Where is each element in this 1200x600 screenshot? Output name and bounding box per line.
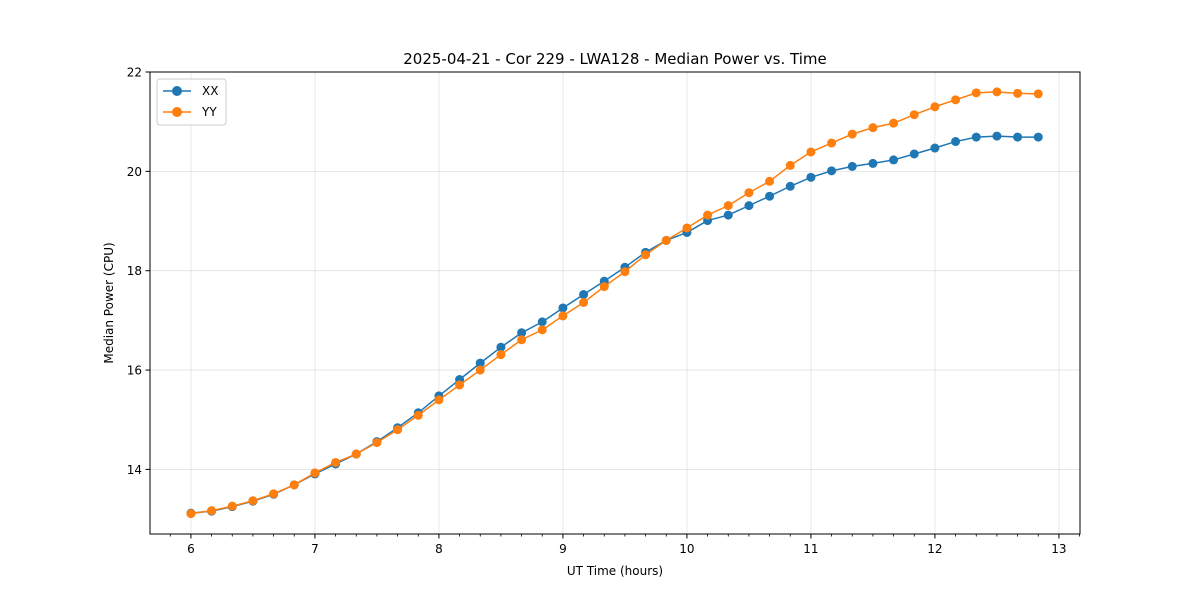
- data-point-yy: [207, 506, 217, 516]
- legend-label-yy: YY: [201, 105, 217, 119]
- series-layer: [186, 87, 1043, 519]
- data-point-yy: [475, 365, 485, 375]
- data-point-yy: [455, 380, 465, 390]
- data-point-xx: [765, 191, 775, 201]
- data-point-yy: [930, 102, 940, 112]
- data-point-yy: [951, 95, 961, 105]
- x-tick-label: 9: [559, 542, 567, 556]
- data-point-xx: [992, 131, 1002, 141]
- data-point-xx: [1013, 132, 1023, 142]
- data-point-xx: [868, 158, 878, 168]
- x-tick-label: 7: [311, 542, 319, 556]
- chart-title: 2025-04-21 - Cor 229 - LWA128 - Median P…: [403, 50, 827, 68]
- data-point-xx: [744, 201, 754, 211]
- x-tick-label: 10: [679, 542, 694, 556]
- y-tick-label: 18: [127, 264, 142, 278]
- data-point-xx: [951, 137, 961, 147]
- data-point-yy: [269, 489, 279, 499]
- data-point-yy: [558, 311, 568, 321]
- data-point-yy: [351, 449, 361, 459]
- data-point-yy: [827, 138, 837, 148]
- data-point-xx: [889, 155, 899, 165]
- y-tick-label: 16: [127, 364, 142, 378]
- legend: XX YY: [156, 78, 227, 126]
- data-point-xx: [971, 132, 981, 142]
- data-point-yy: [248, 496, 258, 506]
- data-point-xx: [909, 149, 919, 159]
- y-tick-label: 14: [127, 463, 142, 477]
- data-point-yy: [393, 425, 403, 435]
- data-point-yy: [723, 201, 733, 211]
- data-point-yy: [992, 87, 1002, 97]
- y-tick-label: 22: [127, 66, 142, 80]
- data-point-yy: [620, 267, 630, 277]
- y-tick-label: 20: [127, 165, 142, 179]
- data-point-yy: [413, 410, 423, 420]
- data-point-xx: [847, 161, 857, 171]
- axes: 6 7 8 9 10 11 12 13 14 16 18 20 22: [127, 66, 1080, 556]
- data-point-xx: [537, 317, 547, 327]
- data-point-yy: [682, 223, 692, 233]
- data-point-yy: [744, 188, 754, 198]
- data-point-xx: [558, 303, 568, 313]
- data-point-yy: [889, 118, 899, 128]
- data-point-xx: [827, 166, 837, 176]
- data-point-yy: [186, 509, 196, 519]
- data-point-xx: [785, 181, 795, 191]
- x-tick-label: 6: [187, 542, 195, 556]
- data-point-yy: [847, 129, 857, 139]
- data-point-yy: [765, 176, 775, 186]
- data-point-yy: [868, 123, 878, 133]
- data-point-xx: [1033, 132, 1043, 142]
- x-tick-label: 12: [927, 542, 942, 556]
- data-point-yy: [372, 438, 382, 448]
- data-point-yy: [434, 395, 444, 405]
- data-point-yy: [599, 282, 609, 292]
- data-point-xx: [496, 342, 506, 352]
- data-point-yy: [331, 457, 341, 467]
- data-point-yy: [1033, 89, 1043, 99]
- data-point-yy: [703, 210, 713, 220]
- data-point-yy: [289, 480, 299, 490]
- data-point-yy: [971, 88, 981, 98]
- data-point-xx: [517, 328, 527, 338]
- legend-marker-yy: [172, 107, 182, 117]
- data-point-yy: [909, 110, 919, 120]
- legend-label-xx: XX: [202, 84, 218, 98]
- data-point-yy: [1013, 88, 1023, 98]
- data-point-xx: [806, 172, 816, 182]
- x-tick-label: 13: [1051, 542, 1066, 556]
- plot-frame: [149, 71, 1081, 535]
- data-point-yy: [310, 468, 320, 478]
- data-point-xx: [930, 143, 940, 153]
- data-point-yy: [785, 160, 795, 170]
- data-point-yy: [661, 235, 671, 245]
- data-point-yy: [579, 298, 589, 307]
- data-point-yy: [641, 250, 651, 260]
- data-point-yy: [496, 350, 506, 360]
- legend-marker-xx: [172, 86, 182, 96]
- x-tick-label: 11: [803, 542, 818, 556]
- data-point-yy: [537, 325, 547, 335]
- data-point-xx: [475, 358, 485, 368]
- x-tick-label: 8: [435, 542, 443, 556]
- data-point-yy: [227, 501, 237, 511]
- data-point-xx: [723, 210, 733, 220]
- data-point-yy: [806, 147, 816, 157]
- data-point-yy: [517, 335, 527, 345]
- data-point-xx: [579, 290, 589, 300]
- plot-background: [150, 72, 1080, 534]
- x-axis-label: UT Time (hours): [567, 564, 663, 578]
- y-axis-label: Median Power (CPU): [102, 242, 116, 363]
